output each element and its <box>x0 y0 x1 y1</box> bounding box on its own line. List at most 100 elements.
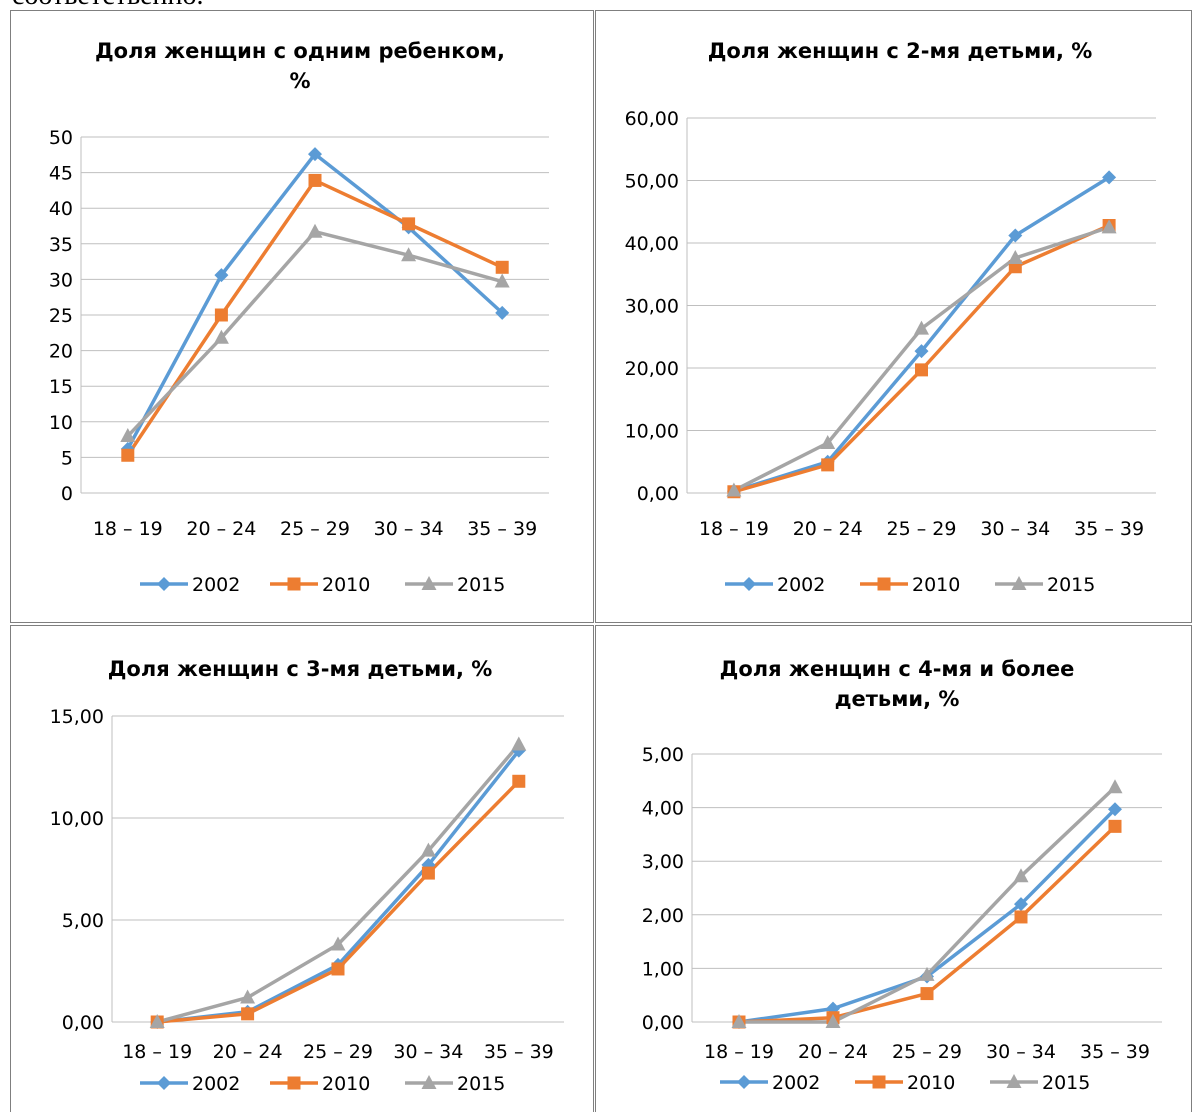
chart-title: Доля женщин с одним ребенком, <box>95 39 505 63</box>
chart-border <box>10 625 594 1112</box>
y-tick-label: 5,00 <box>62 910 104 932</box>
marker-2010 <box>287 1076 301 1090</box>
marker-2015 <box>120 428 136 443</box>
page-top-text: соответственно. <box>12 0 203 12</box>
legend-label: 2010 <box>907 1072 955 1094</box>
marker-2002 <box>737 1075 751 1089</box>
legend-label: 2010 <box>912 574 960 596</box>
marker-2015 <box>213 329 229 344</box>
y-tick-label: 0,00 <box>642 1012 684 1034</box>
x-tick-label: 25 – 29 <box>892 1041 962 1063</box>
x-tick-label: 20 – 24 <box>186 518 256 540</box>
marker-2010 <box>214 308 228 322</box>
y-tick-label: 60,00 <box>625 108 679 130</box>
marker-2015 <box>330 936 346 951</box>
chart-title: % <box>289 69 310 93</box>
marker-2010 <box>308 173 322 187</box>
marker-2010 <box>421 866 435 880</box>
y-tick-label: 40,00 <box>625 233 679 255</box>
legend-item-2015: 2015 <box>405 1073 505 1095</box>
marker-2015 <box>825 1014 841 1028</box>
marker-2015 <box>494 273 510 288</box>
legend-label: 2010 <box>322 1073 370 1095</box>
x-tick-label: 35 – 39 <box>467 518 537 540</box>
marker-2015 <box>421 1075 437 1089</box>
y-tick-label: 4,00 <box>642 798 684 820</box>
marker-2015 <box>731 1014 747 1028</box>
x-tick-label: 30 – 34 <box>393 1041 463 1063</box>
chart-border <box>595 625 1192 1112</box>
legend-label: 2010 <box>322 574 370 596</box>
marker-2015 <box>726 482 742 497</box>
chart-border <box>10 10 594 623</box>
legend-item-2015: 2015 <box>995 574 1095 596</box>
marker-2015 <box>1107 779 1123 794</box>
marker-2010 <box>920 987 934 1001</box>
marker-2015 <box>240 989 256 1004</box>
marker-2010 <box>512 774 526 788</box>
marker-2015 <box>1006 1074 1022 1088</box>
x-tick-label: 18 – 19 <box>699 518 769 540</box>
x-tick-label: 20 – 24 <box>793 518 863 540</box>
legend-label: 2015 <box>1047 574 1095 596</box>
legend-label: 2002 <box>192 1073 240 1095</box>
x-tick-label: 30 – 34 <box>374 518 444 540</box>
x-tick-label: 35 – 39 <box>1080 1041 1150 1063</box>
y-tick-label: 0,00 <box>62 1012 104 1034</box>
x-tick-label: 25 – 29 <box>887 518 957 540</box>
marker-2010 <box>872 1075 886 1089</box>
y-tick-label: 45 <box>49 163 73 185</box>
marker-2015 <box>820 435 836 449</box>
marker-2015 <box>420 842 436 857</box>
y-tick-label: 15 <box>49 376 73 398</box>
legend-label: 2015 <box>1042 1072 1090 1094</box>
marker-2015 <box>1007 250 1023 264</box>
y-tick-label: 50,00 <box>625 171 679 193</box>
legend-item-2010: 2010 <box>860 574 960 596</box>
y-tick-label: 20,00 <box>625 358 679 380</box>
y-tick-label: 5 <box>61 447 73 469</box>
marker-2010 <box>402 217 416 231</box>
marker-2010 <box>821 458 835 472</box>
marker-2002 <box>308 147 322 162</box>
y-tick-label: 25 <box>49 305 73 327</box>
marker-2015 <box>1013 868 1029 883</box>
legend-label: 2002 <box>772 1072 820 1094</box>
x-tick-label: 35 – 39 <box>484 1041 554 1063</box>
y-tick-label: 1,00 <box>642 958 684 980</box>
legend-label: 2002 <box>777 574 825 596</box>
legend-item-2010: 2010 <box>270 1073 370 1095</box>
y-tick-label: 30,00 <box>625 296 679 318</box>
y-tick-label: 50 <box>49 127 73 149</box>
marker-2015 <box>149 1014 165 1028</box>
marker-2010 <box>287 577 301 591</box>
marker-2015 <box>1101 219 1117 234</box>
marker-2010 <box>241 1007 255 1021</box>
legend-item-2002: 2002 <box>140 574 240 596</box>
chart-title: Доля женщин с 4-мя и более <box>720 657 1075 681</box>
x-tick-label: 20 – 24 <box>798 1041 868 1063</box>
legend-item-2010: 2010 <box>855 1072 955 1094</box>
x-tick-label: 35 – 39 <box>1074 518 1144 540</box>
marker-2015 <box>307 223 323 238</box>
x-tick-label: 25 – 29 <box>280 518 350 540</box>
y-tick-label: 0,00 <box>637 483 679 505</box>
chart-panel-3: Доля женщин с 3-мя детьми, % 0,00 5,00 10,0… <box>10 625 594 1112</box>
y-tick-label: 10 <box>49 412 73 434</box>
chart-panel-4: Доля женщин с 4-мя и более детьми, % 0,00 1… <box>595 625 1192 1112</box>
marker-2002 <box>495 305 510 320</box>
marker-2010 <box>877 577 891 591</box>
legend-item-2002: 2002 <box>725 574 825 596</box>
x-tick-label: 18 – 19 <box>704 1041 774 1063</box>
y-tick-label: 20 <box>49 341 73 363</box>
marker-2015 <box>511 736 527 751</box>
marker-2002 <box>157 577 171 591</box>
y-tick-label: 10,00 <box>625 421 679 443</box>
marker-2015 <box>914 320 929 335</box>
marker-2015 <box>401 247 417 262</box>
y-tick-label: 10,00 <box>50 808 104 830</box>
y-tick-label: 3,00 <box>642 851 684 873</box>
marker-2002 <box>157 1076 171 1090</box>
y-tick-label: 0 <box>61 483 73 505</box>
